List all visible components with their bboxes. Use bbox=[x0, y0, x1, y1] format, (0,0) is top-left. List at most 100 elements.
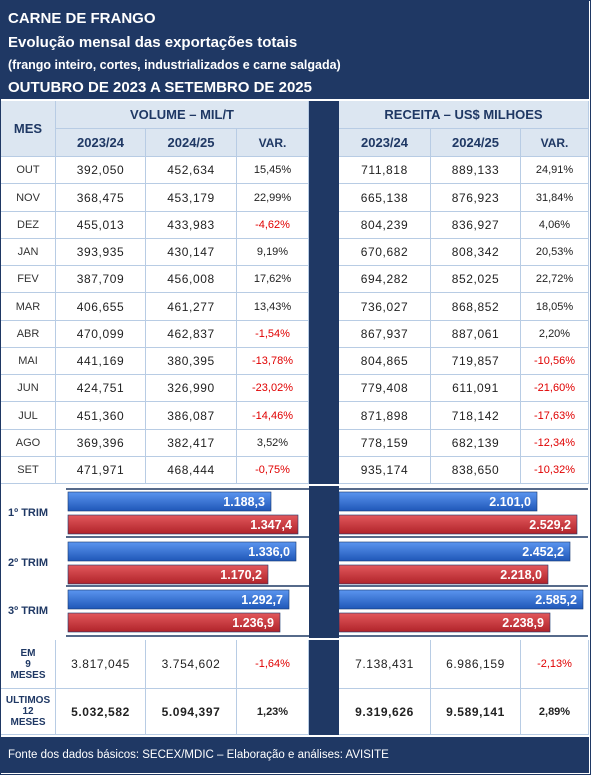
rec-var-value: 31,84% bbox=[521, 184, 589, 212]
rec-2024-25-value: 808,342 bbox=[431, 239, 521, 266]
receita-bar-label: 2.101,0 bbox=[489, 495, 531, 509]
month-label: ABR bbox=[1, 321, 56, 348]
rec-var-value: 18,05% bbox=[521, 293, 589, 321]
summary-label-line: MESES bbox=[10, 669, 46, 681]
vol-col-2023-24: 2023/24 bbox=[56, 129, 146, 157]
summary-label-line: 9 bbox=[25, 658, 31, 670]
vol-2024-25-value: 430,147 bbox=[146, 239, 237, 266]
summary-rec-var: 2,89% bbox=[521, 689, 589, 735]
receita-bar bbox=[338, 491, 538, 512]
vol-2024-25-value: 462,837 bbox=[146, 321, 237, 348]
volume-bar bbox=[67, 589, 290, 610]
summary-vol-2024-25: 5.094,397 bbox=[146, 689, 237, 735]
volume-bar bbox=[67, 564, 269, 585]
vol-2024-25-value: 386,087 bbox=[146, 402, 237, 430]
month-label: JAN bbox=[1, 239, 56, 266]
quarter-label: 2º TRIM bbox=[8, 557, 48, 569]
volume-bar-label: 1.292,7 bbox=[241, 593, 283, 607]
rec-2024-25-value: 718,142 bbox=[431, 402, 521, 430]
volume-bar-label: 1.336,0 bbox=[248, 545, 290, 559]
summary-label: EM 9 MESES bbox=[1, 640, 56, 689]
vol-2023-24-value: 471,971 bbox=[56, 457, 146, 484]
rec-2024-25-value: 887,061 bbox=[431, 321, 521, 348]
rec-2024-25-value: 889,133 bbox=[431, 157, 521, 184]
vol-var-value: -14,46% bbox=[237, 402, 309, 430]
subtitle-note: (frango inteiro, cortes, industrializado… bbox=[8, 58, 341, 72]
receita-bar-label: 2.452,2 bbox=[522, 545, 564, 559]
rec-var-value: 2,20% bbox=[521, 321, 589, 348]
vol-2024-25-value: 433,983 bbox=[146, 212, 237, 239]
receita-bar bbox=[338, 612, 551, 633]
volume-bar bbox=[67, 612, 281, 633]
rec-2024-25-value: 876,923 bbox=[431, 184, 521, 212]
rec-var-value: -10,32% bbox=[521, 457, 589, 484]
summary-label-line: 12 bbox=[22, 706, 34, 717]
month-label: OUT bbox=[1, 157, 56, 184]
vol-col-var: VAR. bbox=[237, 129, 309, 157]
vol-var-value: -0,75% bbox=[237, 457, 309, 484]
receita-bar-label: 2.585,2 bbox=[535, 593, 577, 607]
volume-bar bbox=[67, 514, 299, 535]
period-title: OUTUBRO DE 2023 A SETEMBRO DE 2025 bbox=[8, 79, 312, 96]
rec-2024-25-value: 838,650 bbox=[431, 457, 521, 484]
receita-bar bbox=[338, 564, 549, 585]
vol-var-value: -1,54% bbox=[237, 321, 309, 348]
summary-rec-2023-24: 9.319,626 bbox=[339, 689, 431, 735]
chart-column-separator bbox=[309, 486, 339, 638]
receita-bar bbox=[338, 541, 571, 562]
rec-2024-25-value: 682,139 bbox=[431, 430, 521, 457]
vol-2023-24-value: 393,935 bbox=[56, 239, 146, 266]
chart-background bbox=[1, 486, 589, 638]
volume-bar-label: 1.236,9 bbox=[232, 616, 274, 630]
receita-bar-label: 2.529,2 bbox=[529, 518, 571, 532]
rec-var-value: 22,72% bbox=[521, 266, 589, 293]
title: CARNE DE FRANGO bbox=[8, 10, 156, 27]
month-label: SET bbox=[1, 457, 56, 484]
month-label: FEV bbox=[1, 266, 56, 293]
quarter-label: 3º TRIM bbox=[8, 605, 48, 617]
column-separator bbox=[309, 101, 339, 484]
month-label: DEZ bbox=[1, 212, 56, 239]
summary-vol-2023-24: 3.817,045 bbox=[56, 640, 146, 689]
volume-bar-label: 1.170,2 bbox=[220, 568, 262, 582]
rec-var-value: 24,91% bbox=[521, 157, 589, 184]
summary-column-separator bbox=[309, 640, 339, 735]
vol-var-value: 22,99% bbox=[237, 184, 309, 212]
summary-vol-var: 1,23% bbox=[237, 689, 309, 735]
vol-2024-25-value: 326,990 bbox=[146, 375, 237, 402]
rec-2024-25-value: 852,025 bbox=[431, 266, 521, 293]
volume-header: VOLUME – MIL/T bbox=[56, 101, 309, 129]
vol-2023-24-value: 406,655 bbox=[56, 293, 146, 321]
receita-bar bbox=[338, 589, 584, 610]
vol-col-2024-25: 2024/25 bbox=[146, 129, 237, 157]
rec-2024-25-value: 868,852 bbox=[431, 293, 521, 321]
rec-2023-24-value: 779,408 bbox=[339, 375, 431, 402]
vol-2023-24-value: 451,360 bbox=[56, 402, 146, 430]
vol-2023-24-value: 455,013 bbox=[56, 212, 146, 239]
rec-2023-24-value: 935,174 bbox=[339, 457, 431, 484]
rec-2023-24-value: 694,282 bbox=[339, 266, 431, 293]
vol-var-value: 15,45% bbox=[237, 157, 309, 184]
rec-col-2023-24: 2023/24 bbox=[339, 129, 431, 157]
quarter-label: 1º TRIM bbox=[8, 507, 48, 519]
rec-2024-25-value: 836,927 bbox=[431, 212, 521, 239]
vol-2023-24-value: 387,709 bbox=[56, 266, 146, 293]
vol-2023-24-value: 368,475 bbox=[56, 184, 146, 212]
rec-col-2024-25: 2024/25 bbox=[431, 129, 521, 157]
month-label: JUL bbox=[1, 402, 56, 430]
vol-2024-25-value: 382,417 bbox=[146, 430, 237, 457]
summary-label: ULTIMOS 12 MESES bbox=[1, 689, 56, 735]
summary-rec-var: -2,13% bbox=[521, 640, 589, 689]
month-label: MAI bbox=[1, 348, 56, 375]
vol-2023-24-value: 441,169 bbox=[56, 348, 146, 375]
vol-var-value: 17,62% bbox=[237, 266, 309, 293]
quarterly-bars-svg: 1º TRIM 1.188,3 1.347,4 2.101,0 2.529,2 2º TR… bbox=[1, 486, 589, 638]
summary-rec-2024-25: 6.986,159 bbox=[431, 640, 521, 689]
summary-label-line: MESES bbox=[10, 717, 46, 728]
rec-var-value: 4,06% bbox=[521, 212, 589, 239]
rec-var-value: 20,53% bbox=[521, 239, 589, 266]
receita-bar-label: 2.238,9 bbox=[502, 616, 544, 630]
summary-vol-2024-25: 3.754,602 bbox=[146, 640, 237, 689]
rec-2023-24-value: 804,865 bbox=[339, 348, 431, 375]
volume-bar-label: 1.188,3 bbox=[223, 495, 265, 509]
